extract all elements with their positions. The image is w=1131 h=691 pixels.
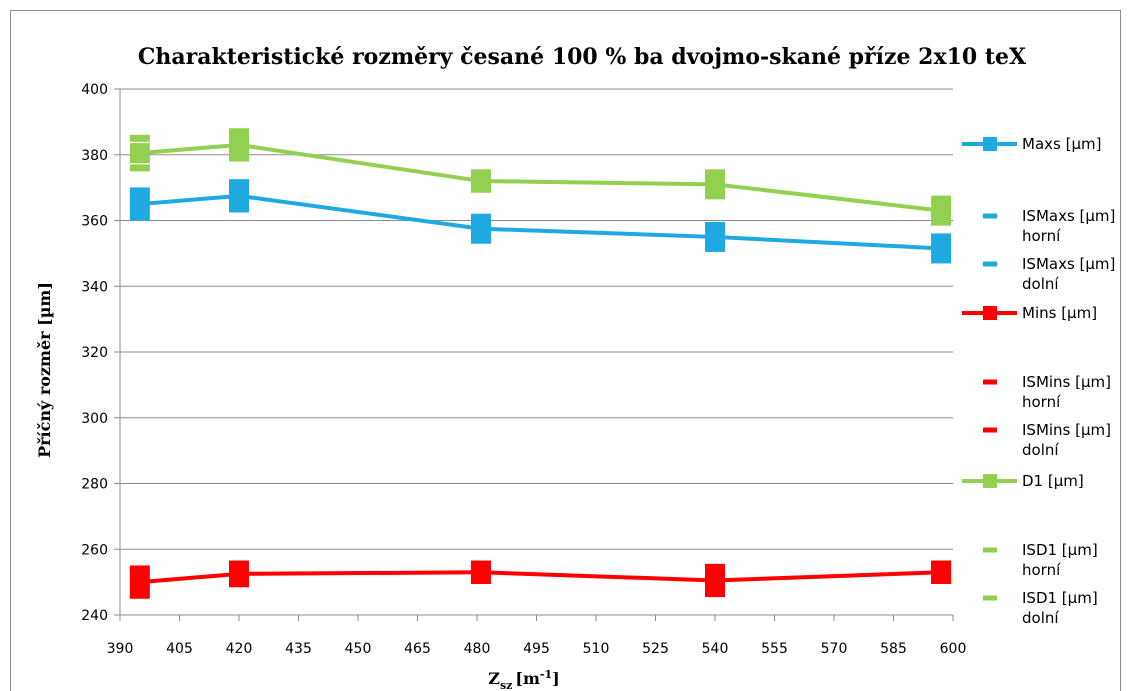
legend-label-ismins-m-horn: ISMins [µm] horní: [1022, 373, 1111, 411]
error-marker-ismins-m-doln: [705, 590, 725, 598]
legend-marker-ismins-m-doln: [983, 427, 997, 433]
x-tick-label: 480: [464, 641, 491, 657]
x-tick-label: 465: [404, 641, 431, 657]
error-marker-ismaxs-m-horn: [129, 187, 150, 195]
data-point-d1-m: [129, 143, 150, 164]
plot-area: [129, 128, 952, 599]
legend-label-isd1-m-horn: ISD1 [µm] horní: [1022, 541, 1098, 579]
data-point-maxs-m: [470, 218, 491, 239]
legend-label-isd1-m-doln: ISD1 [µm] dolní: [1022, 589, 1098, 627]
x-axis-title-main: Z: [488, 669, 500, 688]
error-marker-ismaxs-m-horn: [931, 233, 952, 241]
data-point-mins-m: [129, 572, 150, 593]
y-tick-label: 260: [81, 542, 108, 558]
legend-marker-maxs-m: [983, 137, 997, 151]
error-marker-ismaxs-m-doln: [129, 213, 150, 221]
error-marker-ismaxs-m-horn: [229, 179, 249, 187]
y-axis-title: Příčný rozměr [µm]: [35, 282, 54, 458]
y-tick-label: 400: [81, 82, 108, 98]
y-tick-label: 360: [81, 214, 108, 230]
x-axis-title-exp: -1: [540, 668, 552, 681]
error-marker-ismaxs-m-doln: [931, 256, 952, 264]
legend-marker-isd1-m-horn: [983, 547, 997, 553]
data-point-d1-m: [705, 174, 725, 195]
legend-marker-d1-m: [983, 474, 997, 488]
data-point-maxs-m: [229, 185, 249, 206]
legend-label-ismaxs-m-horn: ISMaxs [µm] horní: [1022, 207, 1115, 245]
error-marker-ismins-m-horn: [129, 565, 150, 573]
data-point-mins-m: [931, 562, 952, 583]
x-tick-labels: 390 405 420 435 450 465 480 495 510 525 540 555 570 5…: [107, 641, 967, 657]
chart-title: Charakteristické rozměry česané 100 % ba…: [138, 44, 1027, 70]
error-marker-isd1-m-doln: [129, 164, 150, 172]
data-point-d1-m: [470, 171, 491, 192]
data-point-maxs-m: [129, 194, 150, 215]
x-axis-title-close: ]: [552, 669, 560, 688]
legend-marker-ismins-m-horn: [983, 379, 997, 385]
x-axis-title-unit: [m: [515, 669, 540, 688]
legend-label-maxs-m: Maxs [µm]: [1022, 135, 1101, 153]
error-marker-ismaxs-m-doln: [705, 244, 725, 252]
series-line-mins-m: [139, 570, 942, 585]
data-point-d1-m: [229, 134, 249, 155]
y-tick-label: 300: [81, 411, 108, 427]
error-marker-isd1-m-horn: [229, 128, 249, 136]
error-marker-ismaxs-m-horn: [470, 213, 491, 221]
x-tick-label: 600: [940, 641, 967, 657]
error-marker-isd1-m-doln: [931, 218, 952, 226]
x-tick-label: 525: [642, 641, 669, 657]
x-tick-label: 510: [583, 641, 610, 657]
data-point-d1-m: [931, 200, 952, 221]
x-tick-label: 540: [702, 641, 729, 657]
error-marker-isd1-m-horn: [931, 195, 952, 203]
x-tick-label: 570: [821, 641, 848, 657]
legend-marker-ismaxs-m-doln: [983, 261, 997, 267]
error-marker-ismins-m-doln: [129, 591, 150, 599]
x-tick-label: 555: [761, 641, 788, 657]
x-axis-title: Zsz [m-1]: [488, 668, 559, 691]
legend-label-mins-m: Mins [µm]: [1022, 304, 1097, 322]
legend-marker-mins-m: [983, 306, 997, 320]
y-tick-labels: 240 260 280 300 320 340 360 380 400: [81, 82, 108, 624]
legend-label-ismins-m-doln: ISMins [µm] dolní: [1022, 421, 1111, 459]
error-marker-ismaxs-m-doln: [470, 236, 491, 244]
x-tick-label: 405: [166, 641, 193, 657]
error-marker-isd1-m-horn: [705, 169, 725, 177]
x-tick-label: 495: [523, 641, 550, 657]
x-tick-label: 585: [880, 641, 907, 657]
data-point-maxs-m: [705, 226, 725, 247]
legend-marker-ismaxs-m-horn: [983, 213, 997, 219]
error-marker-ismaxs-m-doln: [229, 205, 249, 213]
axes: [114, 88, 954, 621]
x-tick-label: 420: [226, 641, 253, 657]
error-marker-isd1-m-doln: [229, 154, 249, 162]
y-tick-label: 280: [81, 477, 108, 493]
y-tick-label: 380: [81, 148, 108, 164]
error-marker-isd1-m-doln: [705, 192, 725, 200]
x-tick-label: 450: [345, 641, 372, 657]
legend-marker-isd1-m-doln: [983, 595, 997, 601]
chart-frame: [10, 10, 1121, 691]
data-point-mins-m: [229, 563, 249, 584]
y-tick-label: 340: [81, 279, 108, 295]
error-marker-ismins-m-horn: [705, 563, 725, 571]
legend-label-d1-m: D1 [µm]: [1022, 472, 1084, 490]
y-tick-label: 320: [81, 345, 108, 361]
x-tick-label: 435: [285, 641, 312, 657]
grid: [120, 88, 953, 550]
legend-label-ismaxs-m-doln: ISMaxs [µm] dolní: [1022, 255, 1115, 293]
error-marker-isd1-m-horn: [129, 134, 150, 142]
x-axis-title-sub: sz: [500, 679, 512, 691]
error-marker-ismaxs-m-horn: [705, 221, 725, 229]
legend: Maxs [µm] ISMaxs [µm] horní ISMaxs [µm] doln…: [962, 135, 1115, 627]
x-tick-label: 390: [107, 641, 134, 657]
data-point-mins-m: [470, 562, 491, 583]
y-tick-label: 240: [81, 608, 108, 624]
data-point-mins-m: [705, 570, 725, 591]
series-line-maxs-m: [139, 193, 942, 251]
data-point-maxs-m: [931, 238, 952, 259]
